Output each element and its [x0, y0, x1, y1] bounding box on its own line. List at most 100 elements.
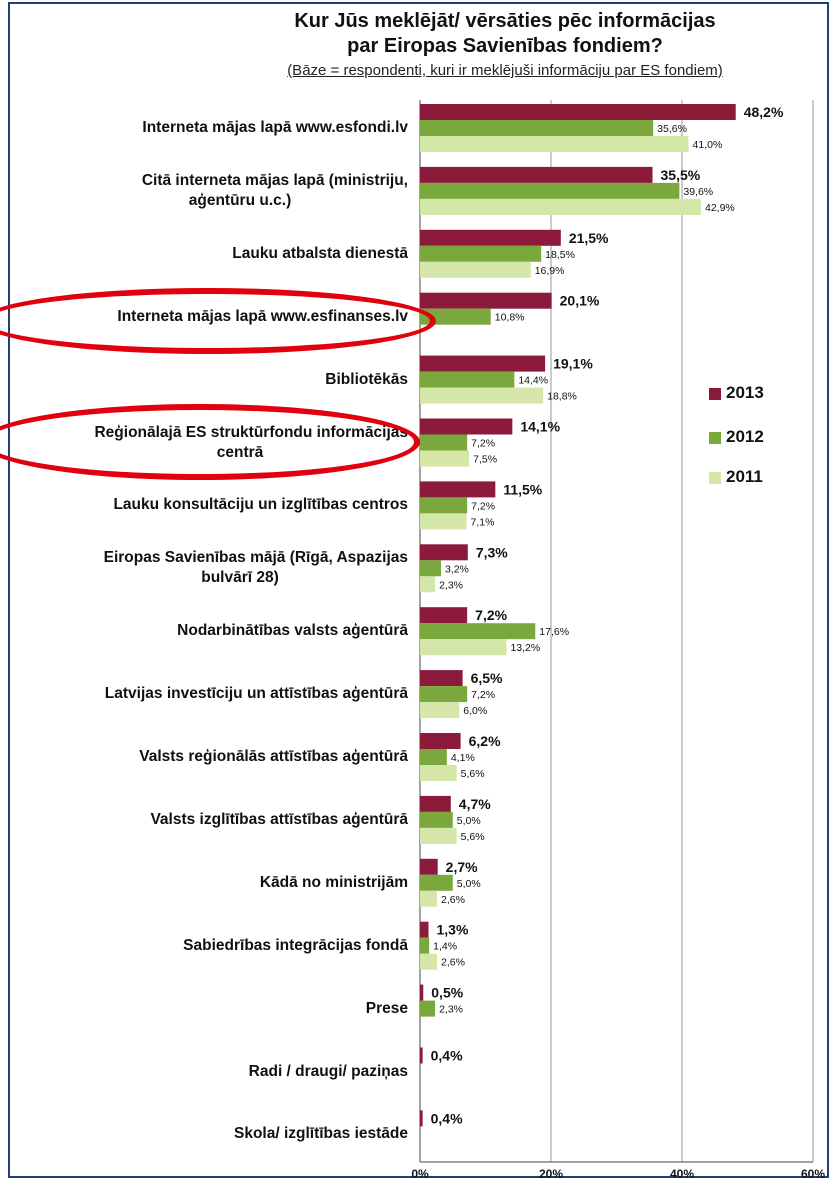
bar-2011 [420, 890, 438, 907]
bar-2012 [420, 1000, 436, 1017]
bar-2011 [420, 198, 701, 215]
bar-2011 [420, 702, 460, 719]
bar-2013 [420, 795, 451, 812]
legend-swatch-2012 [709, 432, 721, 444]
bar-2011 [420, 387, 544, 404]
bar-2013 [420, 921, 429, 938]
bar-2012 [420, 560, 441, 577]
value-label-2013: 2,7% [446, 859, 478, 875]
legend-swatch-2013 [709, 388, 721, 400]
category-label: Prese [365, 999, 408, 1017]
value-label-2012: 7,2% [471, 689, 495, 701]
value-label-2012: 39,6% [683, 186, 713, 198]
category-label: Sabiedrības integrācijas fondā [183, 936, 408, 954]
bar-2012 [420, 686, 468, 703]
bar-2013 [420, 670, 463, 687]
value-label-2012: 14,4% [518, 375, 548, 387]
chart-title-line-1: Kur Jūs meklējāt/ vērsāties pēc informāc… [294, 10, 716, 32]
bar-2011 [420, 765, 457, 781]
chart-title-line-2: par Eiropas Savienības fondiem? [347, 35, 663, 57]
value-label-2013: 0,4% [431, 1110, 463, 1126]
bar-2013 [420, 481, 496, 498]
x-tick-label: 0% [411, 1167, 429, 1181]
bar-2013 [420, 1110, 423, 1127]
category-label: Citā interneta mājas lapā (ministriju, [141, 171, 408, 189]
bar-2011 [420, 450, 470, 467]
value-label-2013: 21,5% [569, 230, 609, 246]
value-label-2013: 0,5% [431, 985, 463, 1001]
value-label-2013: 6,2% [469, 733, 501, 749]
bar-2012 [420, 308, 491, 325]
category-label: aģentūru u.c.) [188, 191, 292, 209]
category-label: Kādā no ministrijām [259, 873, 408, 891]
bar-2013 [420, 104, 736, 120]
highlight-ellipse-esfinanses [0, 288, 436, 354]
value-label-2012: 18,5% [545, 249, 575, 261]
value-label-2011: 5,6% [461, 768, 485, 780]
value-label-2011: 2,6% [441, 894, 465, 906]
value-label-2013: 19,1% [553, 356, 593, 372]
legend-item-2013: 2013 [709, 383, 809, 407]
value-label-2012: 7,2% [471, 500, 495, 512]
legend-label-2012: 2012 [726, 427, 764, 446]
value-label-2013: 20,1% [560, 293, 600, 309]
bar-2012 [420, 434, 468, 451]
bar-2013 [420, 418, 513, 435]
bar-2011 [420, 953, 438, 970]
bar-2013 [420, 607, 468, 624]
value-label-2013: 6,5% [471, 670, 503, 686]
value-label-2011: 2,3% [439, 579, 463, 591]
category-label: Interneta mājas lapā www.esfondi.lv [142, 119, 408, 136]
bar-2012 [420, 811, 453, 828]
category-label: Latvijas investīciju un attīstības aģent… [104, 685, 408, 703]
value-label-2011: 42,9% [705, 202, 735, 214]
category-label: Skola/ izglītības iestāde [233, 1125, 408, 1143]
bar-2013 [420, 166, 653, 183]
value-label-2011: 7,5% [473, 454, 497, 466]
x-tick-label: 60% [801, 1167, 825, 1181]
legend-item-2011: 2011 [709, 467, 809, 491]
bar-2011 [420, 136, 689, 152]
bar-2012 [420, 937, 430, 954]
category-label: Lauku konsultāciju un izglītības centros [113, 496, 408, 514]
value-label-2012: 7,2% [471, 438, 495, 450]
value-label-2012: 2,3% [439, 1004, 463, 1016]
bar-2011 [420, 639, 507, 656]
value-label-2013: 0,4% [431, 1048, 463, 1064]
value-label-2012: 3,2% [445, 563, 469, 575]
legend-item-2012: 2012 [709, 427, 809, 451]
bar-2011 [420, 261, 531, 278]
chart-frame [8, 2, 829, 1178]
bar-2013 [420, 733, 461, 749]
chart-subtitle: (Bāze = respondenti, kuri ir meklējuši i… [287, 62, 723, 79]
bar-2012 [420, 371, 515, 388]
legend-swatch-2011 [709, 472, 721, 484]
value-label-2011: 5,6% [461, 831, 485, 843]
value-label-2011: 41,0% [693, 139, 723, 151]
bar-2012 [420, 497, 468, 514]
category-label: Nodarbinātības valsts aģentūrā [177, 622, 408, 640]
value-label-2013: 7,3% [476, 544, 508, 560]
highlight-ellipse-regional-center [0, 404, 420, 480]
category-label: Valsts reģionālās attīstības aģentūrā [139, 748, 408, 765]
value-label-2013: 11,5% [503, 481, 542, 497]
value-label-2012: 1,4% [433, 941, 457, 953]
bar-2013 [420, 292, 552, 309]
bar-2012 [420, 120, 654, 136]
bar-2011 [420, 513, 467, 530]
value-label-2012: 5,0% [457, 815, 481, 827]
value-label-2012: 35,6% [657, 123, 687, 135]
value-label-2011: 16,9% [535, 265, 565, 277]
bar-2011 [420, 576, 436, 593]
category-label: Lauku atbalsta dienestā [232, 244, 408, 262]
value-label-2013: 1,3% [437, 922, 469, 938]
value-label-2013: 48,2% [744, 104, 784, 120]
bar-2013 [420, 355, 546, 372]
bar-2012 [420, 749, 447, 765]
bar-2012 [420, 874, 453, 891]
value-label-2012: 4,1% [451, 752, 475, 764]
bar-2013 [420, 984, 424, 1001]
category-label: Valsts izglītības attīstības aģentūrā [150, 810, 408, 828]
value-label-2013: 14,1% [520, 419, 560, 435]
